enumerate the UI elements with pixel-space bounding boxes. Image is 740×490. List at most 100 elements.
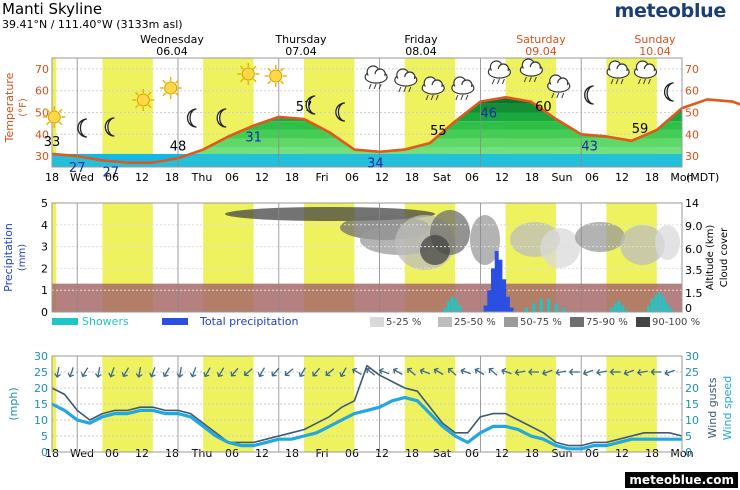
x-tick-label: 18	[165, 171, 179, 184]
arrow-shape	[650, 368, 662, 376]
sun-disc	[241, 67, 255, 81]
location-title: Manti Skyline	[2, 0, 103, 18]
total-precip-bar	[483, 305, 488, 312]
wind-direction-arrow	[108, 367, 115, 378]
arrow-shape	[312, 367, 321, 377]
wind-direction-arrow	[407, 367, 416, 376]
x-tick-label: 12	[375, 171, 389, 184]
rain-drop	[460, 94, 464, 101]
credit-link[interactable]: meteoblue.com	[625, 472, 738, 488]
sun-ray	[267, 80, 272, 85]
rain-drop	[551, 92, 555, 99]
temp-tick-label-right: 40	[685, 128, 699, 141]
x-tick-label: 18	[645, 447, 659, 460]
x-unit-label: (MDT)	[686, 171, 719, 184]
legend-label-cloud-cover: 25-50 %	[454, 317, 496, 328]
arrow-shape	[664, 369, 675, 377]
altitude-tick-label: 14	[685, 197, 699, 210]
arrow-shape	[433, 367, 444, 376]
cloud-cover-area	[540, 228, 580, 268]
wind-direction-arrow	[650, 368, 662, 376]
altitude-tick-label: 0	[685, 302, 692, 315]
wind-direction-arrow	[596, 369, 608, 376]
day-name: Sunday	[634, 33, 676, 46]
total-precip-bar	[498, 259, 503, 312]
arrow-shape	[460, 367, 471, 375]
shower-bar	[647, 305, 651, 312]
wind-direction-arrow	[257, 367, 266, 378]
sun-ray	[175, 79, 180, 84]
arrow-shape	[67, 367, 75, 378]
temperature-label-max: 33	[44, 135, 61, 150]
day-name: Thursday	[274, 33, 327, 46]
cloud-icon	[487, 60, 511, 85]
cloud-cover-area	[655, 225, 680, 260]
rain-drop	[430, 94, 434, 101]
legend-swatch-cloud-cover	[438, 317, 452, 327]
shower-bar	[458, 305, 462, 312]
wind-direction-arrow	[488, 367, 498, 376]
rain-drop	[435, 94, 439, 101]
wind-tick-label-right: 10	[685, 414, 699, 427]
sun-ray	[175, 92, 180, 97]
altitude-tick-label: 3.5	[685, 264, 703, 277]
wind-direction-arrow	[203, 367, 211, 378]
x-tick-label: Sun	[552, 447, 573, 460]
day-date: 06.04	[156, 45, 188, 58]
precip-tick-label: 0	[41, 306, 48, 319]
wind-direction-arrow	[135, 366, 143, 378]
legend-swatch-cloud-cover	[570, 317, 584, 327]
arrow-shape	[568, 368, 580, 376]
sun-disc	[136, 93, 150, 107]
legend-label-cloud-cover: 75-90 %	[586, 317, 628, 328]
x-tick-label: Sun	[552, 171, 573, 184]
temperature-label-max: 48	[170, 139, 187, 154]
sun-ray	[239, 78, 244, 83]
temp-tick-label-left: 40	[35, 128, 49, 141]
cloud-icon	[547, 74, 571, 99]
cloud-fill	[521, 67, 542, 75]
wind-frame	[51, 355, 683, 453]
brand-logo[interactable]: meteoblue	[614, 0, 726, 22]
arrow-shape	[325, 368, 335, 377]
total-precip-bar	[509, 307, 514, 312]
wind-tick-label-right: 30	[685, 350, 699, 363]
wind-direction-arrow	[230, 367, 239, 377]
x-tick-label: 06	[105, 447, 119, 460]
x-tick-label: Fri	[315, 447, 328, 460]
precip-tick-label: 4	[41, 219, 48, 232]
legend-swatch-cloud-cover	[636, 317, 650, 327]
arrow-shape	[419, 367, 431, 375]
cloud-cover-axis-label: Cloud cover	[719, 227, 730, 287]
temp-axis-label: Temperature	[3, 72, 16, 143]
wind-direction-arrow	[94, 366, 102, 378]
daylight-band	[52, 203, 57, 312]
day-date: 09.04	[525, 45, 557, 58]
rain-drop	[643, 78, 646, 85]
sun-icon	[159, 77, 182, 99]
sun-ray	[147, 91, 152, 96]
rain-drop	[491, 78, 495, 85]
shower-bar	[661, 296, 665, 312]
sun-icon	[264, 65, 287, 87]
arrow-shape	[514, 369, 526, 376]
wind-axis-unit: (mph)	[7, 387, 20, 420]
x-tick-label: 18	[45, 447, 59, 460]
x-tick-label: 18	[165, 447, 179, 460]
total-precip-bar	[491, 268, 495, 312]
x-tick-label: 18	[405, 447, 419, 460]
wind-tick-label-right: 15	[685, 398, 699, 411]
arrow-shape	[216, 367, 225, 378]
arrow-shape	[121, 367, 130, 378]
x-tick-label: 06	[465, 171, 479, 184]
total-precip-bar	[487, 290, 492, 312]
sun-ray	[280, 80, 285, 85]
arrow-shape	[243, 368, 253, 377]
arrow-shape	[80, 367, 89, 378]
temperature-label-min: 46	[481, 107, 498, 122]
x-tick-label: Mon	[670, 171, 693, 184]
sun-icon	[132, 89, 155, 111]
arrow-shape	[162, 367, 170, 378]
temperature-label-min: 31	[245, 131, 262, 146]
arrow-shape	[407, 367, 416, 376]
